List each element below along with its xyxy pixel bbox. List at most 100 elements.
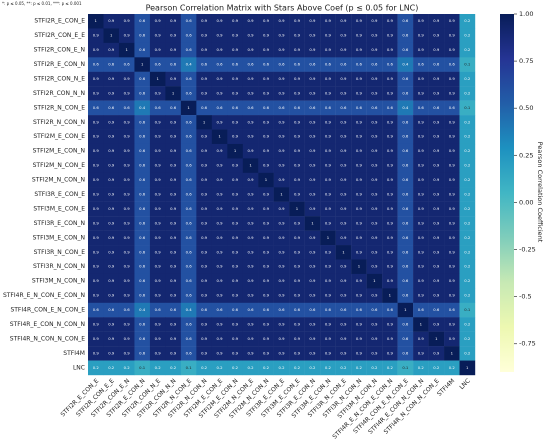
heatmap-cell bbox=[397, 317, 414, 332]
cell-label: 0.9 bbox=[201, 206, 208, 211]
cell-label: 0.9 bbox=[418, 220, 425, 225]
heatmap-cell bbox=[103, 245, 120, 260]
heatmap-cell bbox=[273, 28, 290, 44]
cell-label: 0.9 bbox=[371, 163, 378, 168]
heatmap-cell bbox=[258, 288, 274, 303]
heatmap-cell bbox=[227, 86, 243, 101]
heatmap-cell bbox=[382, 346, 398, 361]
cell-label: 0.6 bbox=[124, 105, 131, 110]
cell-label: 0.9 bbox=[155, 148, 162, 153]
heatmap-cell bbox=[103, 273, 120, 289]
cell-label: 0.9 bbox=[217, 321, 224, 326]
heatmap-cell bbox=[242, 273, 259, 289]
cell-label: 0.9 bbox=[263, 264, 270, 269]
heatmap-cell bbox=[304, 57, 321, 72]
cell-label: 0.9 bbox=[449, 148, 456, 153]
cell-label: 0.9 bbox=[418, 264, 425, 269]
cell-label: 0.9 bbox=[340, 321, 347, 326]
cell-label: 0.2 bbox=[248, 365, 255, 370]
cell-label: 0.9 bbox=[124, 163, 131, 168]
cell-label: 0.9 bbox=[387, 206, 394, 211]
heatmap-cell bbox=[382, 172, 398, 188]
cell-label: 0.9 bbox=[433, 177, 440, 182]
cell-label: 0.9 bbox=[449, 293, 456, 298]
heatmap-cell bbox=[444, 187, 460, 202]
cell-label: 0.9 bbox=[248, 264, 255, 269]
cell-label: 0.9 bbox=[449, 177, 456, 182]
heatmap-cell bbox=[413, 360, 429, 376]
heatmap-cell bbox=[88, 71, 104, 87]
cell-label: 0.9 bbox=[217, 119, 224, 124]
heatmap-cell bbox=[149, 346, 166, 361]
heatmap-cell bbox=[335, 288, 352, 303]
cell-label: 0.9 bbox=[108, 18, 115, 23]
cell-label: 0.9 bbox=[217, 235, 224, 240]
heatmap-cell bbox=[149, 317, 166, 332]
heatmap-cell bbox=[273, 158, 290, 174]
heatmap-cell bbox=[320, 71, 336, 87]
cell-label: 0.6 bbox=[402, 76, 409, 81]
cell-label: 0.9 bbox=[340, 293, 347, 298]
cell-label: 0.9 bbox=[201, 264, 208, 269]
y-tick-label: STFI2M_E_CON_N bbox=[33, 148, 85, 155]
heatmap-cell bbox=[227, 346, 243, 361]
heatmap-cell bbox=[180, 302, 197, 318]
cell-label: 0.9 bbox=[325, 264, 332, 269]
y-tick-label: STFI2R_CON_E_E bbox=[34, 32, 85, 39]
heatmap-cell bbox=[413, 317, 429, 332]
cell-label: 0.9 bbox=[170, 336, 177, 341]
heatmap-cell bbox=[413, 71, 429, 87]
cell-label: 0.9 bbox=[108, 148, 115, 153]
cell-label: 0.6 bbox=[402, 278, 409, 283]
heatmap-cell bbox=[149, 129, 166, 145]
cell-label: 0.2 bbox=[418, 365, 425, 370]
heatmap-cell bbox=[180, 230, 197, 246]
heatmap-cell bbox=[428, 129, 445, 145]
cell-label: 0.9 bbox=[124, 119, 131, 124]
heatmap-cell bbox=[397, 71, 414, 87]
cell-label: 0.9 bbox=[124, 18, 131, 23]
cell-label: 0.9 bbox=[356, 249, 363, 254]
heatmap-cell bbox=[88, 158, 104, 174]
heatmap-cell bbox=[258, 143, 274, 159]
cell-label: 0.6 bbox=[170, 105, 177, 110]
heatmap-cell bbox=[273, 317, 290, 332]
cell-label: 0.9 bbox=[248, 278, 255, 283]
heatmap-cell bbox=[258, 273, 274, 289]
cell-label: 0.9 bbox=[201, 220, 208, 225]
heatmap-cell bbox=[459, 86, 476, 101]
heatmap-cell bbox=[227, 187, 243, 202]
heatmap-cell bbox=[304, 317, 321, 332]
cell-label: 0.9 bbox=[263, 350, 270, 355]
cell-label: 0.9 bbox=[124, 321, 131, 326]
cell-label: 0.9 bbox=[371, 33, 378, 38]
cell-label: 0.9 bbox=[371, 321, 378, 326]
cell-label: 0.6 bbox=[186, 235, 193, 240]
cell-label: 0.9 bbox=[356, 321, 363, 326]
heatmap-cell bbox=[196, 216, 213, 231]
heatmap-cell bbox=[335, 172, 352, 188]
cell-label: 0.9 bbox=[201, 192, 208, 197]
cell-label: 0.4 bbox=[402, 105, 409, 110]
heatmap-cell bbox=[196, 201, 213, 217]
cell-label: 0.9 bbox=[371, 148, 378, 153]
cell-label: 0.9 bbox=[371, 220, 378, 225]
cell-label: 0.6 bbox=[139, 235, 146, 240]
cell-label: 0.2 bbox=[278, 365, 285, 370]
cell-label: 0.9 bbox=[294, 321, 301, 326]
heatmap-cell bbox=[211, 115, 228, 130]
cell-label: 0.9 bbox=[248, 220, 255, 225]
cell-label: 0.2 bbox=[356, 365, 363, 370]
cell-label: 0.6 bbox=[108, 62, 115, 67]
y-tick-label: STFI2R_N_CON_N bbox=[33, 119, 85, 126]
heatmap-cell bbox=[134, 201, 151, 217]
heatmap-cell bbox=[382, 317, 398, 332]
heatmap-cell bbox=[134, 317, 151, 332]
cell-label: 0.6 bbox=[278, 307, 285, 312]
cell-label: 0.9 bbox=[371, 350, 378, 355]
heatmap-cell bbox=[397, 259, 414, 275]
heatmap-cell bbox=[242, 317, 259, 332]
heatmap-cell bbox=[196, 245, 213, 260]
cell-label: 0.9 bbox=[433, 18, 440, 23]
cell-label: 1 bbox=[95, 18, 98, 23]
